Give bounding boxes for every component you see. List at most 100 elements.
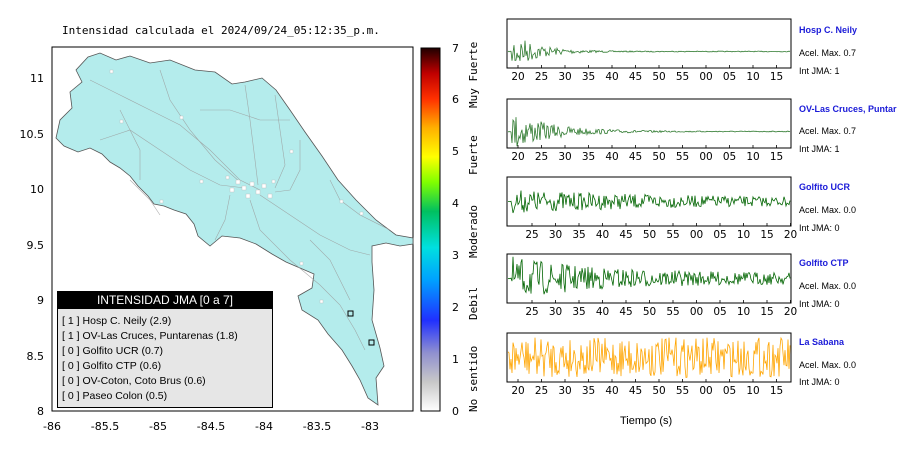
waveform-tick-label: 25 xyxy=(525,306,538,318)
legend-list: [ 1 ] Hosp C. Neily (2.9) [ 1 ] OV-Las Cru… xyxy=(58,309,272,404)
legend-level: [ 1 ] xyxy=(62,315,80,327)
map-ytick: 9 xyxy=(37,294,44,307)
waveform-tick-label: 50 xyxy=(643,229,656,241)
waveform-tick-label: 10 xyxy=(737,229,750,241)
station-accel: Acel. Max. 0.7 xyxy=(799,126,857,136)
waveform-tick-label: 55 xyxy=(666,229,679,241)
legend-item: [ 0 ] OV-Coton, Coto Brus (0.6) xyxy=(62,374,272,389)
waveform-tick-label: 10 xyxy=(746,71,759,83)
waveform-tick-label: 00 xyxy=(690,306,703,318)
waveform-tick-label: 00 xyxy=(699,385,712,397)
waveform-tick-label: 05 xyxy=(723,385,736,397)
legend-item: [ 0 ] Paseo Colon (0.5) xyxy=(62,389,272,404)
category-fuerte: Fuerte xyxy=(467,135,480,175)
colorbar xyxy=(420,47,441,412)
waveform-tick-label: 45 xyxy=(629,385,642,397)
map-xtick: -83 xyxy=(361,420,379,433)
colorbar-ticks: 0 1 2 3 4 5 6 7 xyxy=(452,42,459,418)
map-xtick: -85.5 xyxy=(91,420,119,433)
legend-level: [ 0 ] xyxy=(62,375,80,387)
waveform-tick-label: 00 xyxy=(699,71,712,83)
waveform-trace xyxy=(508,190,791,214)
legend-station: Golfito UCR (0.7) xyxy=(82,345,164,357)
legend-station: OV-Las Cruces, Puntarenas (1.8) xyxy=(82,330,238,342)
map-xtick: -86 xyxy=(43,420,61,433)
waveform-tick-label: 45 xyxy=(629,71,642,83)
waveform-tick-label: 20 xyxy=(511,151,524,163)
map-xtick: -84.5 xyxy=(197,420,225,433)
waveform-panel-frame xyxy=(506,98,792,149)
waveform-tick-label: 10 xyxy=(746,151,759,163)
waveform-tick-label: 40 xyxy=(596,229,609,241)
map-ytick: 10.5 xyxy=(20,128,45,141)
category-debil: Debil xyxy=(467,287,480,320)
waveform-tick-label: 20 xyxy=(784,306,797,318)
waveform-tick-label: 50 xyxy=(652,385,665,397)
map-title: Intensidad calculada el 2024/09/24_05:12… xyxy=(62,24,380,37)
map-ytick: 8 xyxy=(37,405,44,418)
waveform-tick-label: 15 xyxy=(770,151,783,163)
station-int: Int JMA: 1 xyxy=(799,144,840,154)
legend-level: [ 1 ] xyxy=(62,330,80,342)
intensity-legend: INTENSIDAD JMA [0 a 7] [ 1 ] Hosp C. Neil… xyxy=(57,291,273,408)
waveform-tick-label: 35 xyxy=(572,229,585,241)
station-accel: Acel. Max. 0.0 xyxy=(799,205,857,215)
legend-item: [ 1 ] OV-Las Cruces, Puntarenas (1.8) xyxy=(62,329,272,344)
station-marker xyxy=(368,339,375,346)
station-name: OV-Las Cruces, Puntar xyxy=(799,104,897,114)
waveform-tick-label: 35 xyxy=(582,71,595,83)
waveform-tick-label: 15 xyxy=(760,229,773,241)
waveform-tick-label: 25 xyxy=(535,71,548,83)
colorbar-tick: 3 xyxy=(452,249,459,262)
waveform-tick-label: 50 xyxy=(643,306,656,318)
legend-station: Hosp C. Neily (2.9) xyxy=(82,315,172,327)
map-ytick: 9.5 xyxy=(27,239,45,252)
legend-item: [ 1 ] Hosp C. Neily (2.9) xyxy=(62,314,272,329)
colorbar-tick: 7 xyxy=(452,42,459,55)
legend-title: INTENSIDAD JMA [0 a 7] xyxy=(58,292,272,309)
waveform-panel-frame xyxy=(506,18,792,69)
legend-item: [ 0 ] Golfito UCR (0.7) xyxy=(62,344,272,359)
colorbar-tick: 4 xyxy=(452,197,459,210)
station-int: Int JMA: 0 xyxy=(799,299,840,309)
waveform-tick-label: 05 xyxy=(713,229,726,241)
waveform-tick-label: 50 xyxy=(652,71,665,83)
waveform-tick-label: 30 xyxy=(558,151,571,163)
waveform-tick-label: 00 xyxy=(690,229,703,241)
station-accel: Acel. Max. 0.0 xyxy=(799,281,857,291)
waveform-tick-label: 15 xyxy=(770,385,783,397)
waveform-tick-label: 55 xyxy=(676,151,689,163)
waveform-tick-label: 45 xyxy=(629,151,642,163)
map-xtick: -83.5 xyxy=(303,420,331,433)
waveform-tick-label: 25 xyxy=(535,151,548,163)
waveform-tick-label: 55 xyxy=(676,71,689,83)
waveform-tick-label: 45 xyxy=(619,229,632,241)
waveform-tick-label: 45 xyxy=(619,306,632,318)
waveform-tick-label: 05 xyxy=(713,306,726,318)
colorbar-tick: 5 xyxy=(452,145,459,158)
station-int: Int JMA: 0 xyxy=(799,377,840,387)
waveform-tick-label: 40 xyxy=(605,385,618,397)
waveform-trace xyxy=(507,336,791,379)
map-ytick: 8.5 xyxy=(27,350,45,363)
station-accel: Acel. Max. 0.7 xyxy=(799,48,857,58)
waveform-tick-label: 20 xyxy=(784,229,797,241)
map-ytick: 11 xyxy=(30,72,44,85)
map-xtick: -84 xyxy=(255,420,273,433)
waveform-tick-label: 40 xyxy=(605,71,618,83)
legend-level: [ 0 ] xyxy=(62,390,80,402)
colorbar-tick: 2 xyxy=(452,301,459,314)
waveform-tick-label: 10 xyxy=(737,306,750,318)
station-name: La Sabana xyxy=(799,337,845,347)
station-accel: Acel. Max. 0.0 xyxy=(799,360,857,370)
waveform-tick-label: 15 xyxy=(770,71,783,83)
map-ytick: 10 xyxy=(30,183,44,196)
legend-station: Paseo Colon (0.5) xyxy=(82,390,168,402)
station-marker xyxy=(347,310,354,317)
legend-station: OV-Coton, Coto Brus (0.6) xyxy=(82,375,206,387)
road-network xyxy=(89,69,391,351)
station-name: Golfito CTP xyxy=(799,258,849,268)
waveform-trace xyxy=(507,256,791,295)
colorbar-tick: 0 xyxy=(452,405,459,418)
